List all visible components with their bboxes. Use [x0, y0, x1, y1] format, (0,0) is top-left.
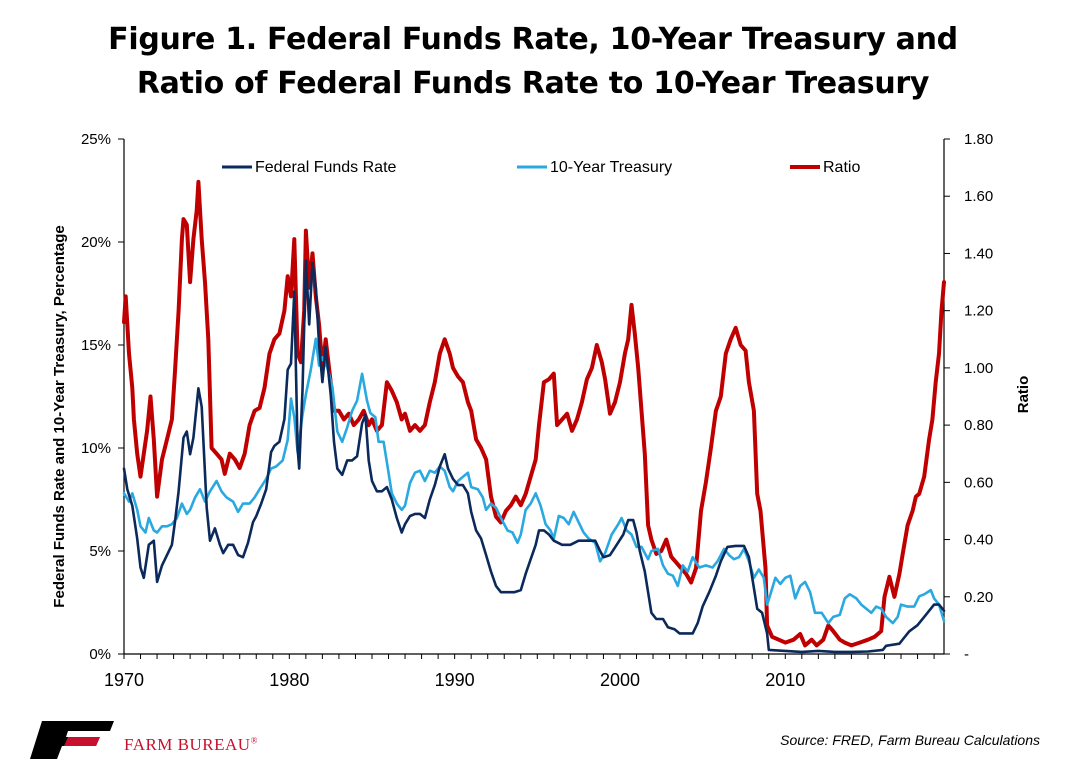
- y2-tick-label: 1.20: [964, 303, 993, 320]
- y2-tick-label: 1.80: [964, 131, 993, 148]
- x-tick-label: 1990: [435, 670, 475, 690]
- y2-tick-label: 0.80: [964, 417, 993, 434]
- y2-tick-label: 1.00: [964, 360, 993, 377]
- y-tick-label: 20%: [81, 234, 111, 251]
- farm-bureau-logo-icon: [30, 721, 114, 759]
- treasury-line: [122, 337, 946, 625]
- logo-name: FARM BUREAU: [124, 735, 251, 754]
- source-note: Source: FRED, Farm Bureau Calculations: [780, 732, 1040, 748]
- farm-bureau-logo-text: FARM BUREAU®: [124, 735, 258, 755]
- y2-tick-label: -: [964, 646, 969, 663]
- x-tick-label: 2000: [600, 670, 640, 690]
- farm-bureau-logo: FARM BUREAU®: [30, 720, 280, 760]
- fed-funds-line: [122, 259, 946, 654]
- y2-axis-label: Ratio: [1015, 376, 1032, 414]
- x-tick-label: 2010: [765, 670, 805, 690]
- y2-tick-label: 0.60: [964, 474, 993, 491]
- y2-tick-label: 1.60: [964, 188, 993, 205]
- x-tick-label: 1970: [104, 670, 144, 690]
- chart-axes: 0% 5% 10% 15% 20% 25% - 0.20 0.40 0.60 0.80 1.00 1.2…: [81, 131, 993, 690]
- y2-tick-label: 1.40: [964, 245, 993, 262]
- y-axis-label: Federal Funds Rate and 10-Year Treasury,…: [51, 225, 68, 607]
- chart-title-line-1: Figure 1. Federal Funds Rate, 10-Year Tr…: [108, 22, 958, 57]
- legend-label-ratio: Ratio: [823, 159, 860, 176]
- chart-title-line-2: Ratio of Federal Funds Rate to 10-Year T…: [136, 66, 930, 101]
- y2-tick-label: 0.40: [964, 532, 993, 549]
- y-tick-label: 15%: [81, 337, 111, 354]
- series-layer: [122, 179, 946, 654]
- chart-legend: Federal Funds Rate 10-Year Treasury Ratio: [222, 159, 860, 176]
- y2-tick-label: 0.20: [964, 589, 993, 606]
- chart-title: Figure 1. Federal Funds Rate, 10-Year Tr…: [0, 18, 1066, 106]
- logo-registered-mark: ®: [250, 735, 258, 746]
- y-tick-label: 5%: [89, 543, 111, 560]
- ratio-line: [122, 179, 946, 648]
- y-tick-label: 10%: [81, 440, 111, 457]
- y-tick-label: 0%: [89, 646, 111, 663]
- x-tick-label: 1980: [269, 670, 309, 690]
- legend-label-fed-funds: Federal Funds Rate: [255, 159, 397, 176]
- legend-label-treasury: 10-Year Treasury: [550, 159, 672, 176]
- y-tick-label: 25%: [81, 131, 111, 148]
